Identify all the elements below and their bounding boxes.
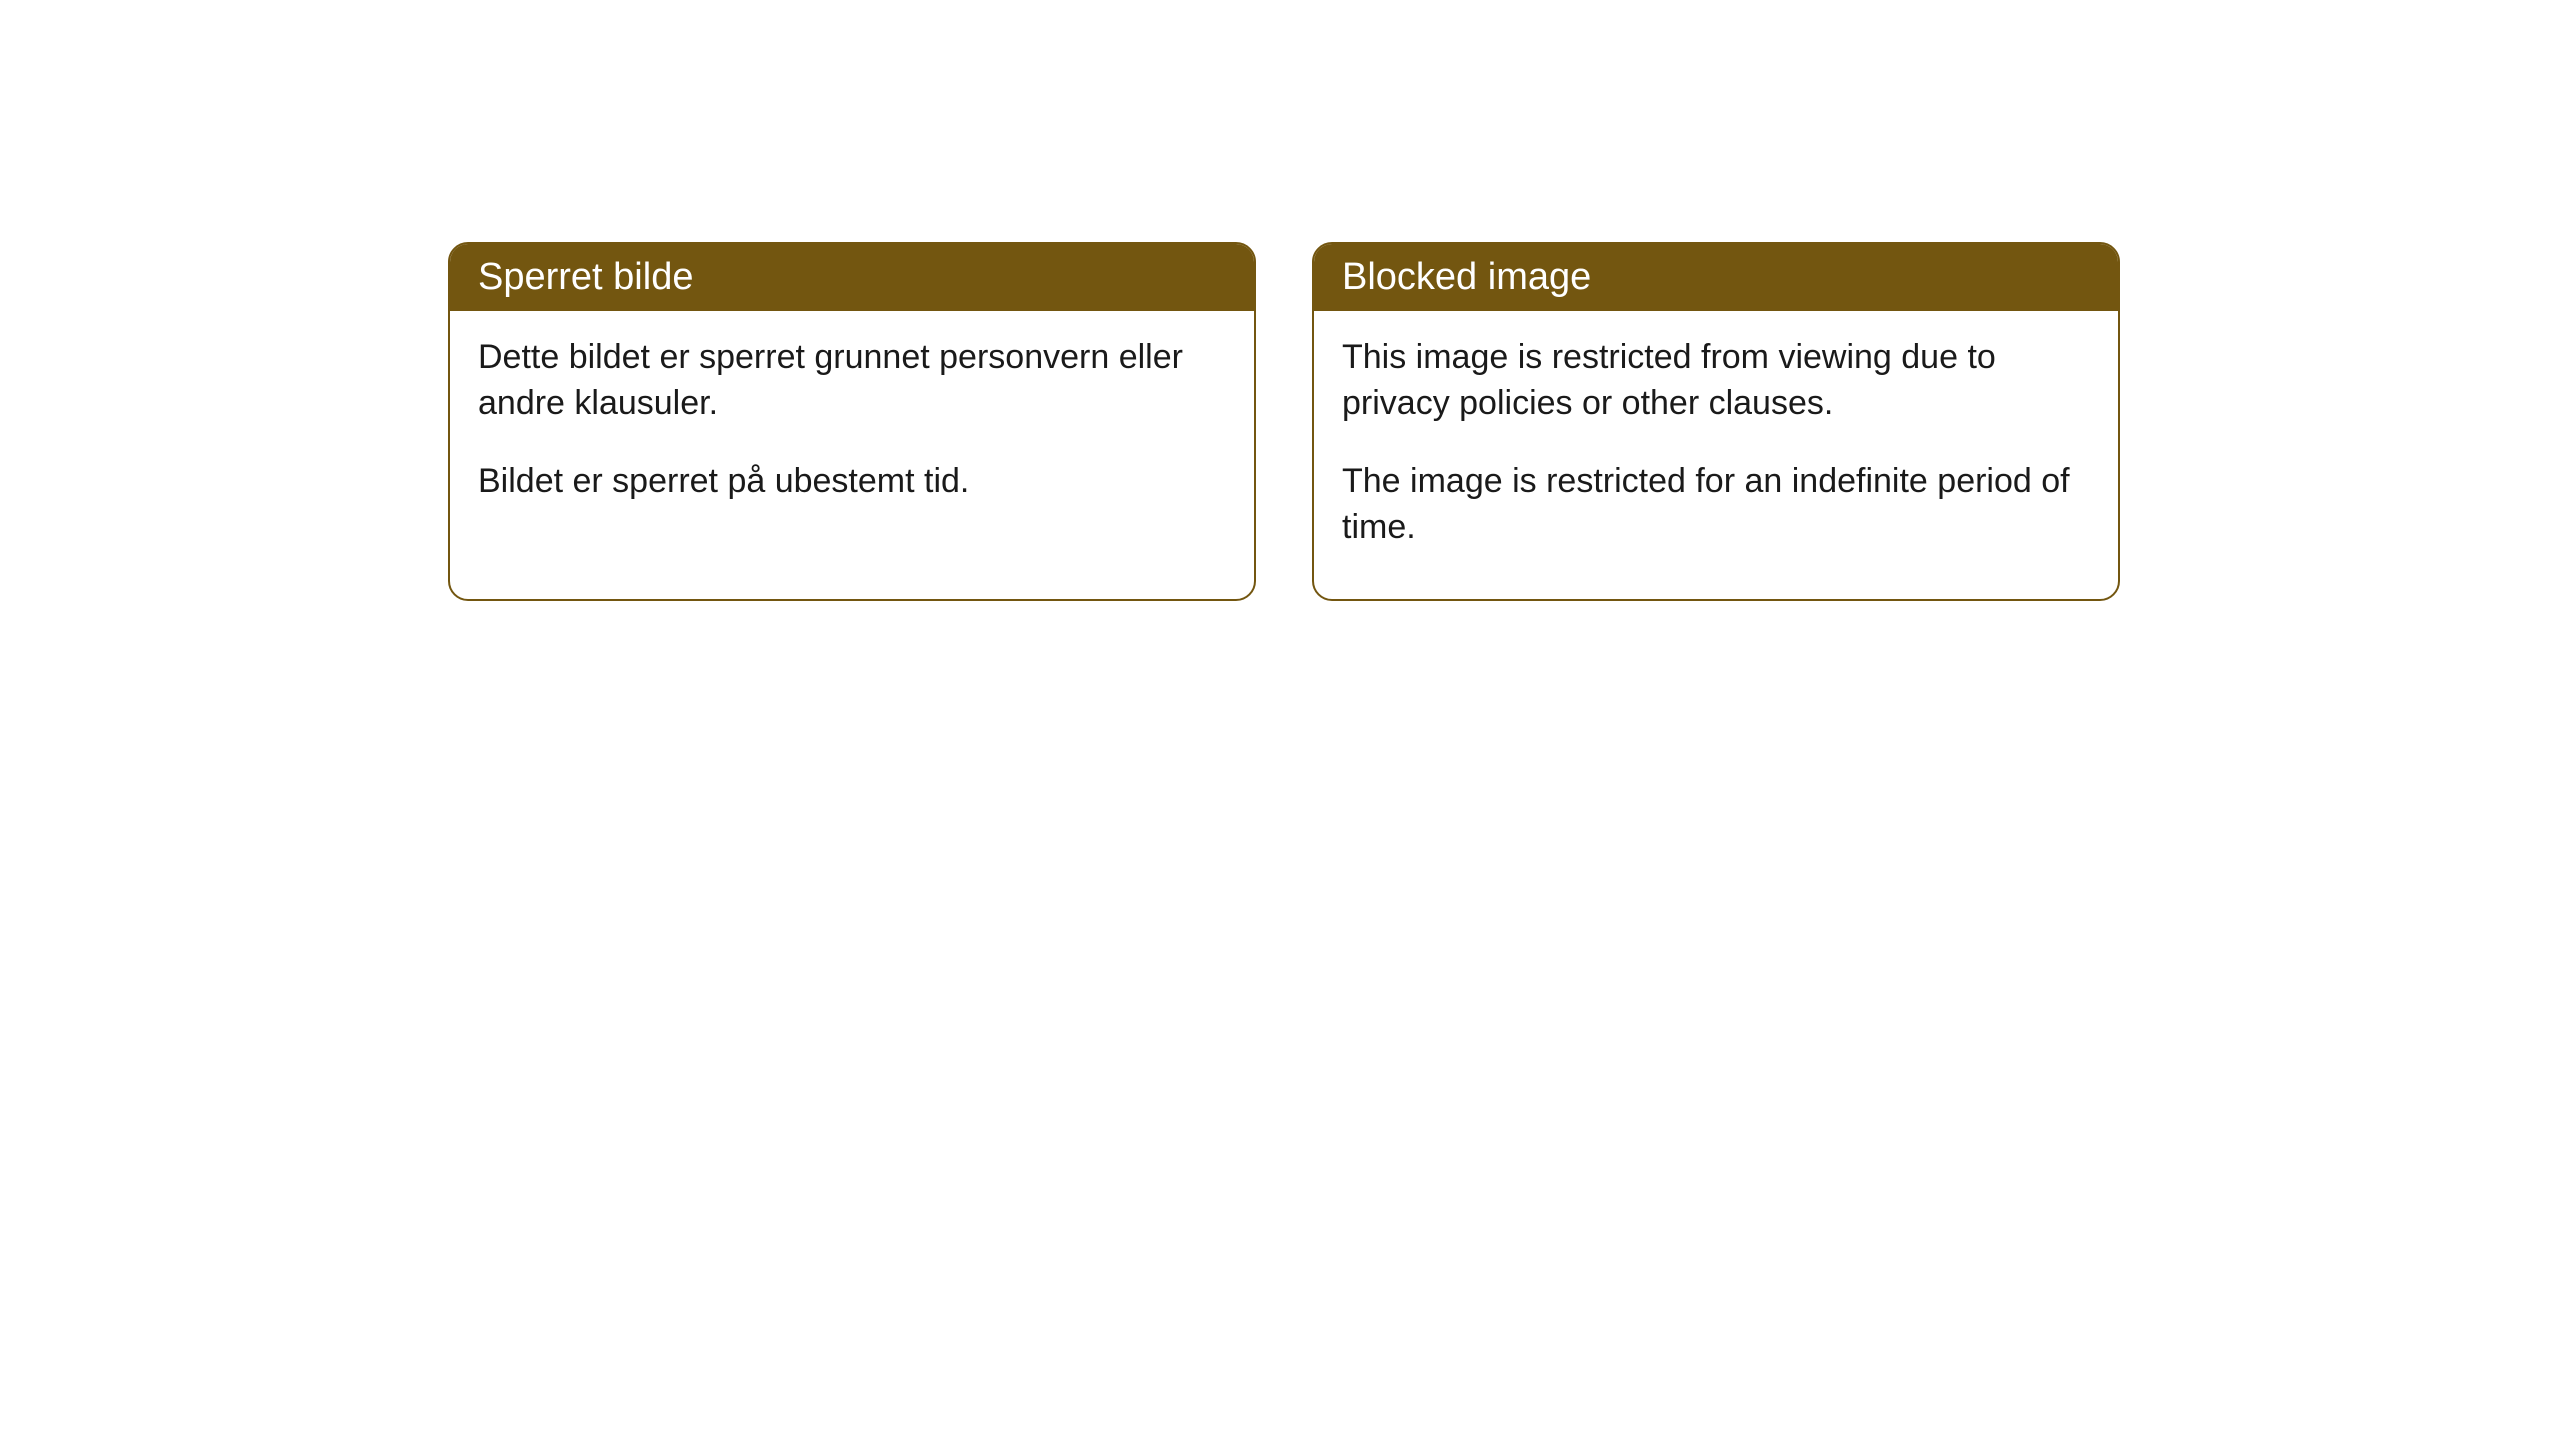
card-body: Dette bildet er sperret grunnet personve… [450,311,1254,553]
blocked-image-card-norwegian: Sperret bilde Dette bildet er sperret gr… [448,242,1256,601]
card-paragraph: This image is restricted from viewing du… [1342,335,2090,427]
card-header: Sperret bilde [450,244,1254,311]
card-paragraph: Bildet er sperret på ubestemt tid. [478,459,1226,505]
cards-container: Sperret bilde Dette bildet er sperret gr… [448,242,2120,601]
card-header: Blocked image [1314,244,2118,311]
card-paragraph: Dette bildet er sperret grunnet personve… [478,335,1226,427]
blocked-image-card-english: Blocked image This image is restricted f… [1312,242,2120,601]
card-body: This image is restricted from viewing du… [1314,311,2118,599]
card-paragraph: The image is restricted for an indefinit… [1342,459,2090,551]
